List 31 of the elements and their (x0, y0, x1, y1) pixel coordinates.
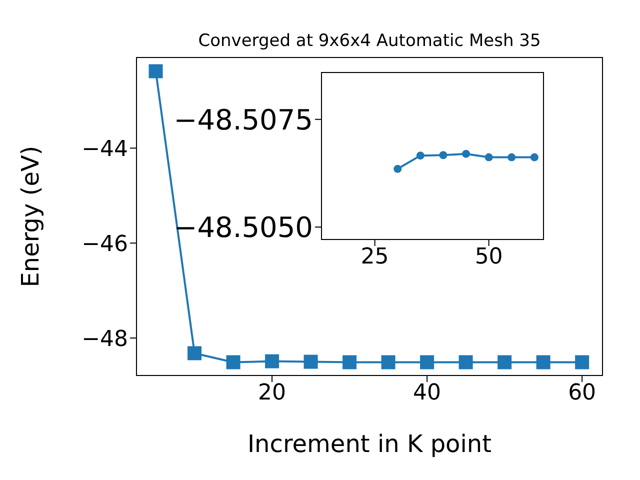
y-tick-label: −48.5075 (174, 103, 313, 136)
point (420, 355, 434, 370)
point (381, 355, 396, 370)
point (484, 153, 493, 162)
point (148, 64, 163, 78)
x-tick-label: 50 (474, 244, 503, 270)
x-tick-label: 40 (413, 380, 442, 406)
point (462, 150, 470, 158)
x-tick-label: 20 (258, 380, 286, 406)
x-axis-title: Increment in K point (247, 430, 492, 458)
x-tick-label: 25 (360, 244, 389, 270)
point (188, 346, 202, 360)
point (530, 153, 538, 162)
point (498, 355, 512, 370)
point (536, 355, 550, 370)
y-tick-label: −44 (82, 136, 128, 162)
x-tick-label: 60 (568, 380, 596, 406)
point (226, 355, 240, 370)
y-tick-label: −46 (82, 232, 128, 257)
point (575, 355, 590, 370)
point (439, 151, 448, 160)
point (304, 354, 318, 369)
y-axis-title: Energy (eV) (16, 146, 45, 288)
point (416, 152, 424, 160)
point (342, 355, 357, 370)
chart-title: Converged at 9x6x4 Automatic Mesh 35 (197, 31, 542, 51)
y-tick-label: −48 (82, 326, 128, 352)
point (508, 153, 516, 162)
point (458, 355, 473, 370)
point (394, 164, 402, 173)
point (265, 354, 280, 368)
